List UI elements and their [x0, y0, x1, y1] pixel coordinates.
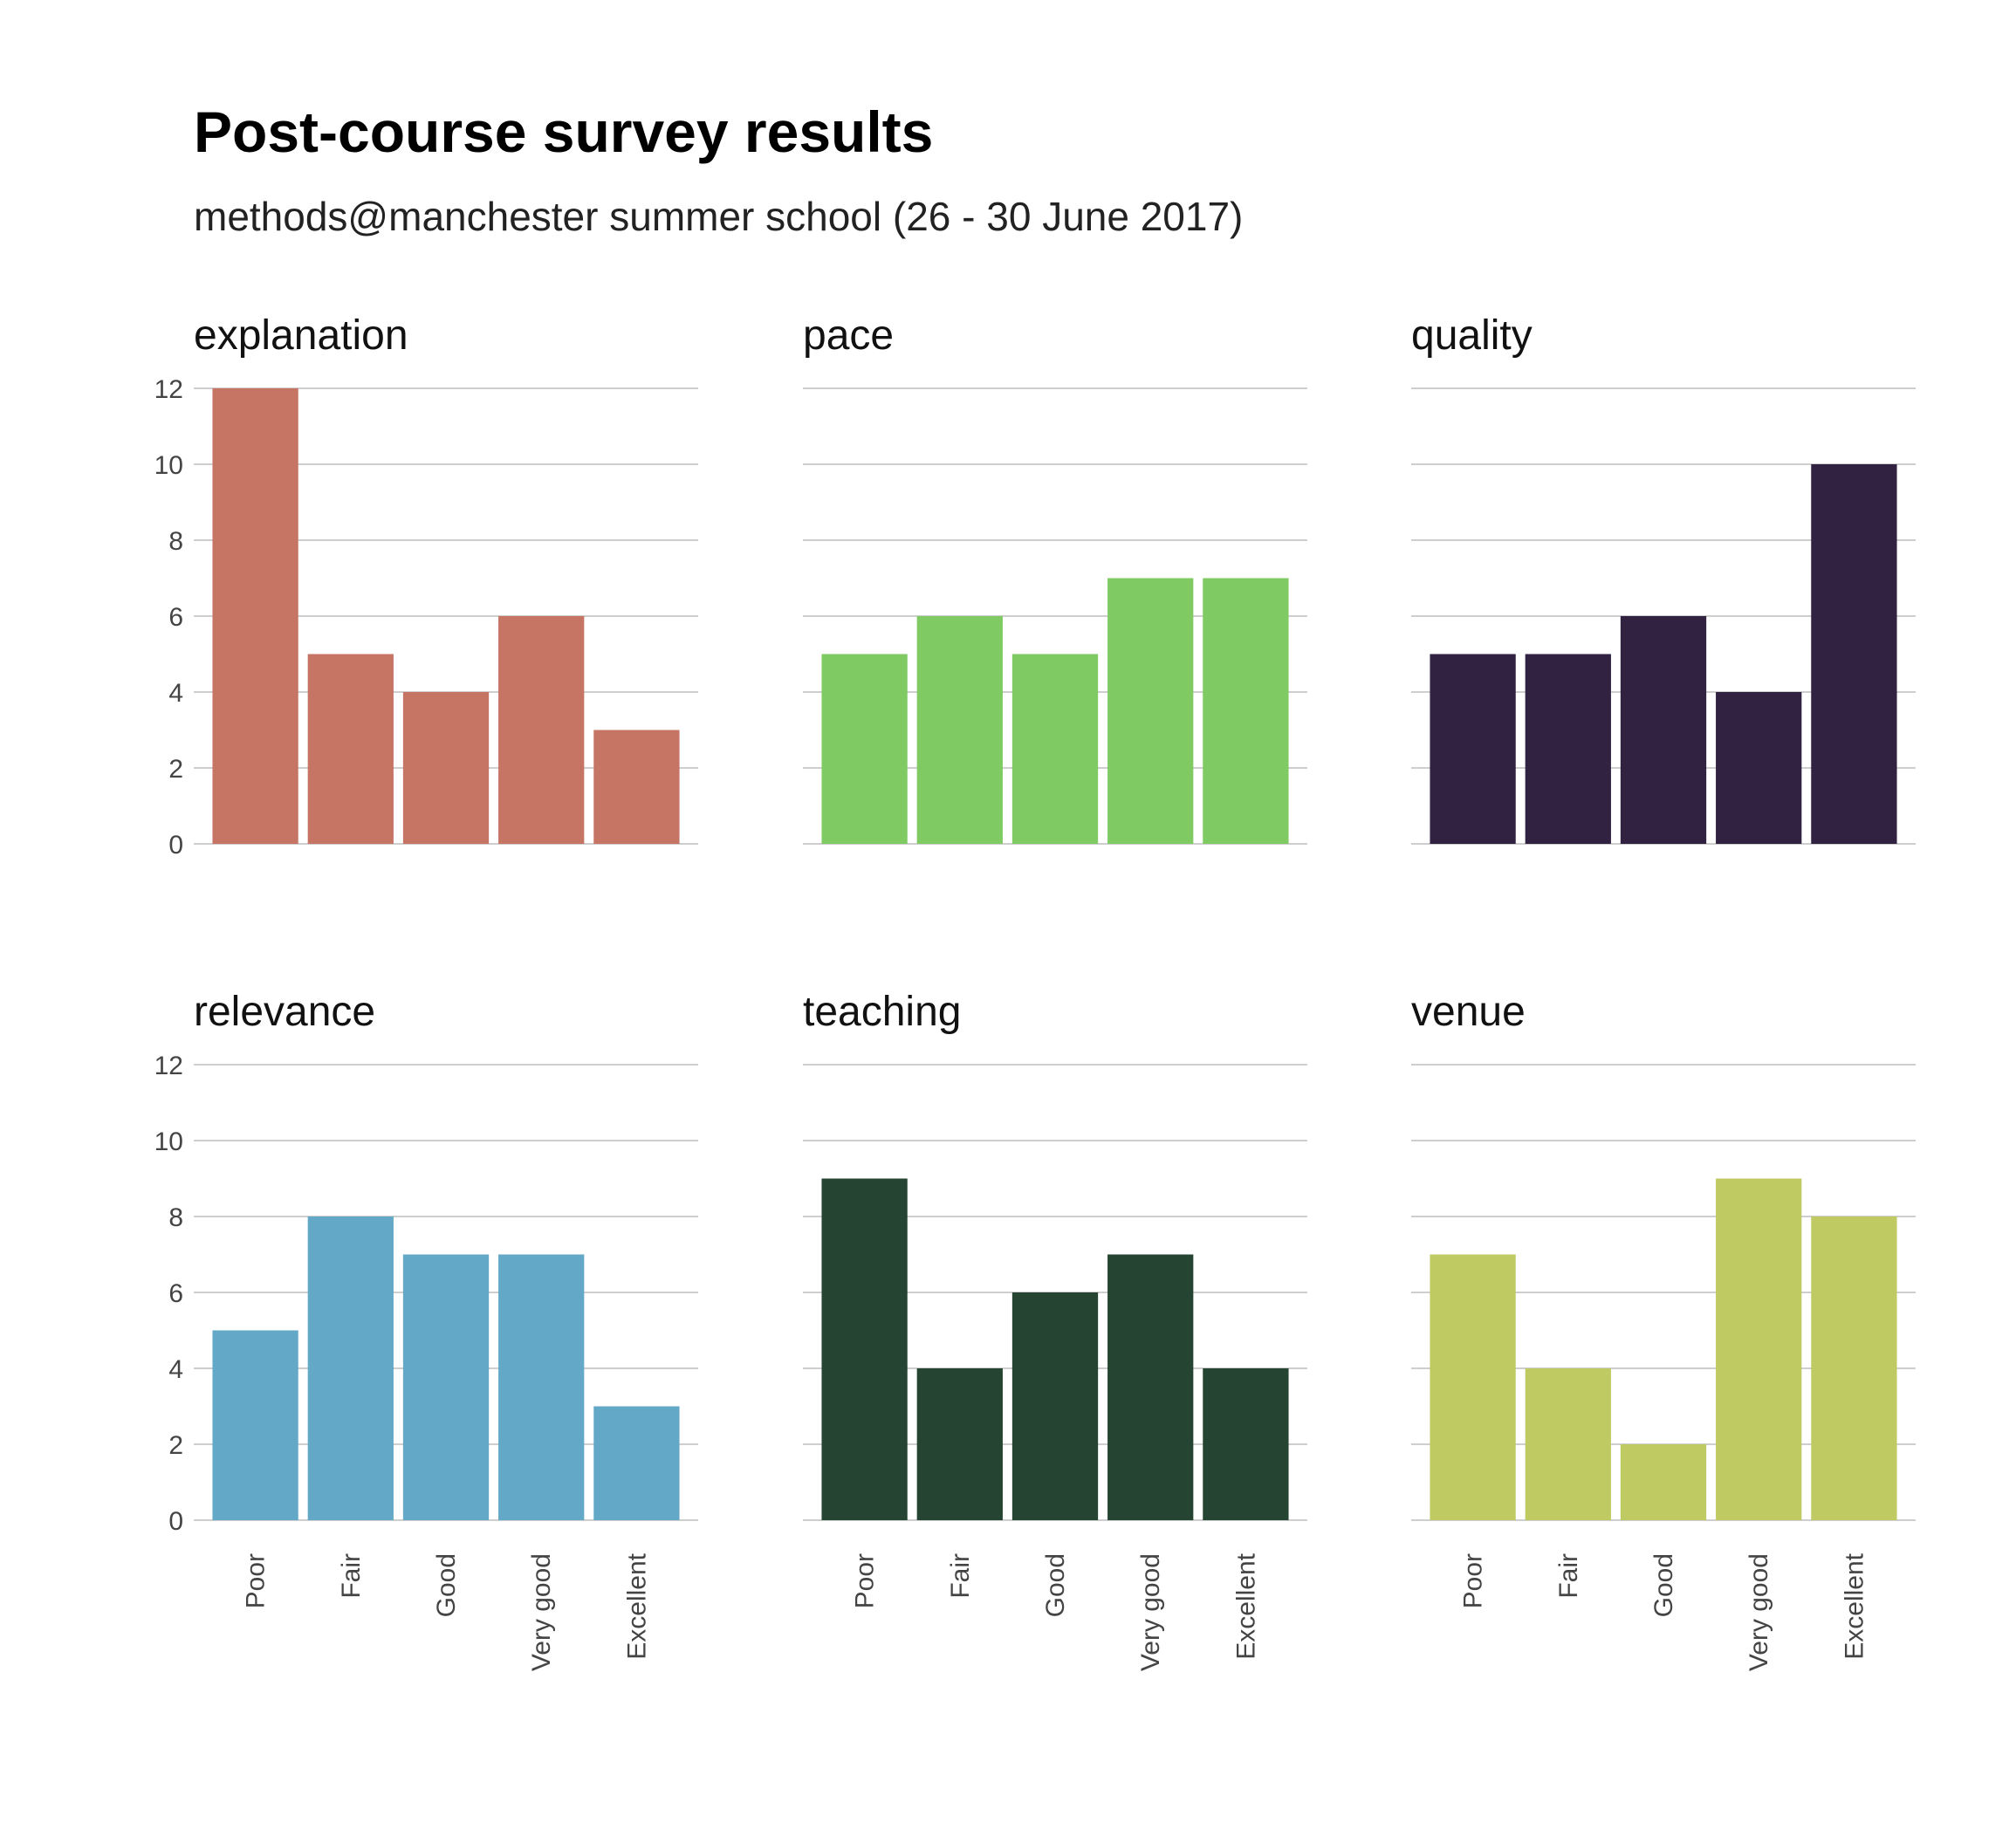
facet-title: venue: [1411, 989, 1526, 1035]
facet-title: teaching: [803, 989, 961, 1035]
y-tick-label: 8: [168, 1203, 183, 1232]
bar-explanation-excellent: [593, 730, 680, 844]
bar-quality-good: [1620, 616, 1707, 844]
facet-explanation: explanation 0 2 4 6 8 10 12: [154, 312, 698, 860]
bar-relevance-very-good: [498, 1254, 585, 1520]
x-tick-label: Fair: [946, 1553, 975, 1599]
bar-venue-good: [1620, 1444, 1707, 1520]
chart-title: Post-course survey results: [194, 99, 933, 164]
y-tick-label: 4: [168, 679, 183, 708]
bar-relevance-fair: [307, 1216, 394, 1520]
facet-title: explanation: [194, 312, 408, 359]
bar-venue-fair: [1525, 1368, 1611, 1520]
bar-venue-very-good: [1716, 1178, 1802, 1520]
facet-title: quality: [1411, 312, 1533, 359]
facet-venue: venue Poor Fair Good Very good Excellent: [1411, 989, 1916, 1671]
x-tick-label: Excellent: [1231, 1552, 1260, 1659]
facet-title: pace: [803, 312, 894, 359]
bar-explanation-very-good: [498, 616, 585, 844]
bar-venue-poor: [1430, 1254, 1516, 1520]
y-tick-label: 10: [154, 451, 183, 480]
bar-pace-poor: [821, 654, 908, 844]
y-tick-label: 12: [154, 1052, 183, 1080]
facet-pace: pace: [803, 312, 1307, 845]
bar-explanation-fair: [307, 654, 394, 844]
bar-quality-excellent: [1811, 464, 1897, 844]
bar-teaching-excellent: [1203, 1368, 1289, 1520]
bar-pace-fair: [916, 616, 1003, 844]
y-tick-label: 6: [168, 603, 183, 632]
facet-title: relevance: [194, 989, 375, 1035]
x-tick-label: Poor: [851, 1553, 880, 1608]
x-tick-label: Good: [432, 1553, 461, 1617]
bar-relevance-poor: [212, 1330, 298, 1520]
bar-venue-excellent: [1811, 1216, 1897, 1520]
bar-pace-excellent: [1203, 578, 1289, 844]
bar-quality-very-good: [1716, 692, 1802, 844]
y-tick-label: 4: [168, 1355, 183, 1384]
x-tick-label: Very good: [1136, 1553, 1165, 1671]
bar-pace-good: [1011, 654, 1099, 844]
bar-quality-poor: [1430, 654, 1516, 844]
bar-quality-fair: [1525, 654, 1611, 844]
bar-pace-very-good: [1107, 578, 1194, 844]
facet-grid: explanation 0 2 4 6 8 10 12 pace quality relevance…: [154, 312, 1916, 1671]
facet-teaching: teaching Poor Fair Good Very good Excellent: [803, 989, 1307, 1671]
bar-explanation-good: [402, 692, 490, 844]
facet-relevance: relevance 0 2 4 6 8 10 12 Poor Fair Good Very good E…: [154, 989, 698, 1671]
x-tick-label: Good: [1041, 1553, 1070, 1617]
bar-relevance-excellent: [593, 1406, 680, 1520]
x-tick-label: Excellent: [622, 1552, 651, 1659]
bar-teaching-good: [1011, 1292, 1099, 1520]
chart-subtitle: methods@manchester summer school (26 - 3…: [194, 194, 1243, 239]
y-tick-label: 12: [154, 375, 183, 404]
x-tick-label: Poor: [1459, 1553, 1488, 1608]
facet-quality: quality: [1411, 312, 1916, 845]
x-tick-label: Very good: [1745, 1553, 1773, 1671]
bar-teaching-fair: [916, 1368, 1003, 1520]
x-tick-label: Fair: [1554, 1553, 1583, 1599]
x-tick-label: Excellent: [1840, 1552, 1869, 1659]
bar-teaching-poor: [821, 1178, 908, 1520]
x-tick-label: Fair: [337, 1553, 366, 1599]
x-tick-label: Good: [1649, 1553, 1678, 1617]
bar-teaching-very-good: [1107, 1254, 1194, 1520]
y-tick-label: 0: [168, 831, 183, 860]
bar-explanation-poor: [212, 388, 298, 844]
x-tick-label: Poor: [242, 1553, 271, 1608]
y-tick-label: 6: [168, 1279, 183, 1308]
y-tick-label: 0: [168, 1507, 183, 1536]
y-tick-label: 2: [168, 1431, 183, 1460]
y-tick-label: 10: [154, 1127, 183, 1156]
bar-relevance-good: [402, 1254, 490, 1520]
x-tick-label: Very good: [527, 1553, 556, 1671]
y-tick-label: 2: [168, 755, 183, 784]
y-tick-label: 8: [168, 527, 183, 556]
